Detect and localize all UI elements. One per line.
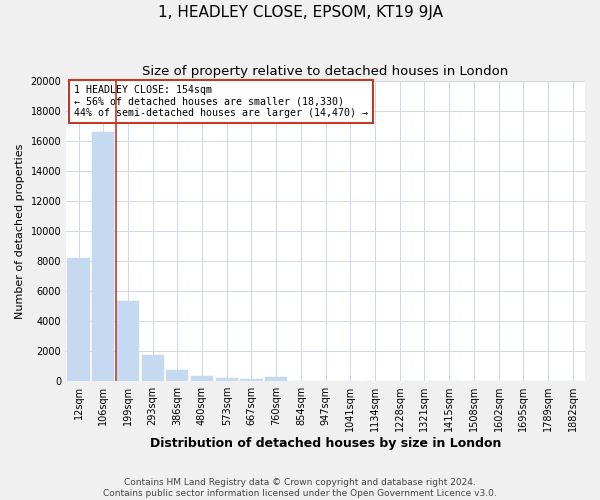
Y-axis label: Number of detached properties: Number of detached properties — [15, 143, 25, 318]
Bar — [117, 302, 139, 381]
Title: Size of property relative to detached houses in London: Size of property relative to detached ho… — [142, 65, 509, 78]
Bar — [215, 378, 238, 381]
X-axis label: Distribution of detached houses by size in London: Distribution of detached houses by size … — [150, 437, 501, 450]
Text: 1, HEADLEY CLOSE, EPSOM, KT19 9JA: 1, HEADLEY CLOSE, EPSOM, KT19 9JA — [157, 5, 443, 20]
Text: 1 HEADLEY CLOSE: 154sqm
← 56% of detached houses are smaller (18,330)
44% of sem: 1 HEADLEY CLOSE: 154sqm ← 56% of detache… — [74, 85, 368, 118]
Bar — [241, 379, 263, 381]
Bar — [166, 370, 188, 381]
Bar — [191, 376, 213, 381]
Bar — [92, 132, 115, 381]
Bar — [265, 377, 287, 381]
Bar — [142, 355, 164, 381]
Text: Contains HM Land Registry data © Crown copyright and database right 2024.
Contai: Contains HM Land Registry data © Crown c… — [103, 478, 497, 498]
Bar — [67, 258, 89, 381]
